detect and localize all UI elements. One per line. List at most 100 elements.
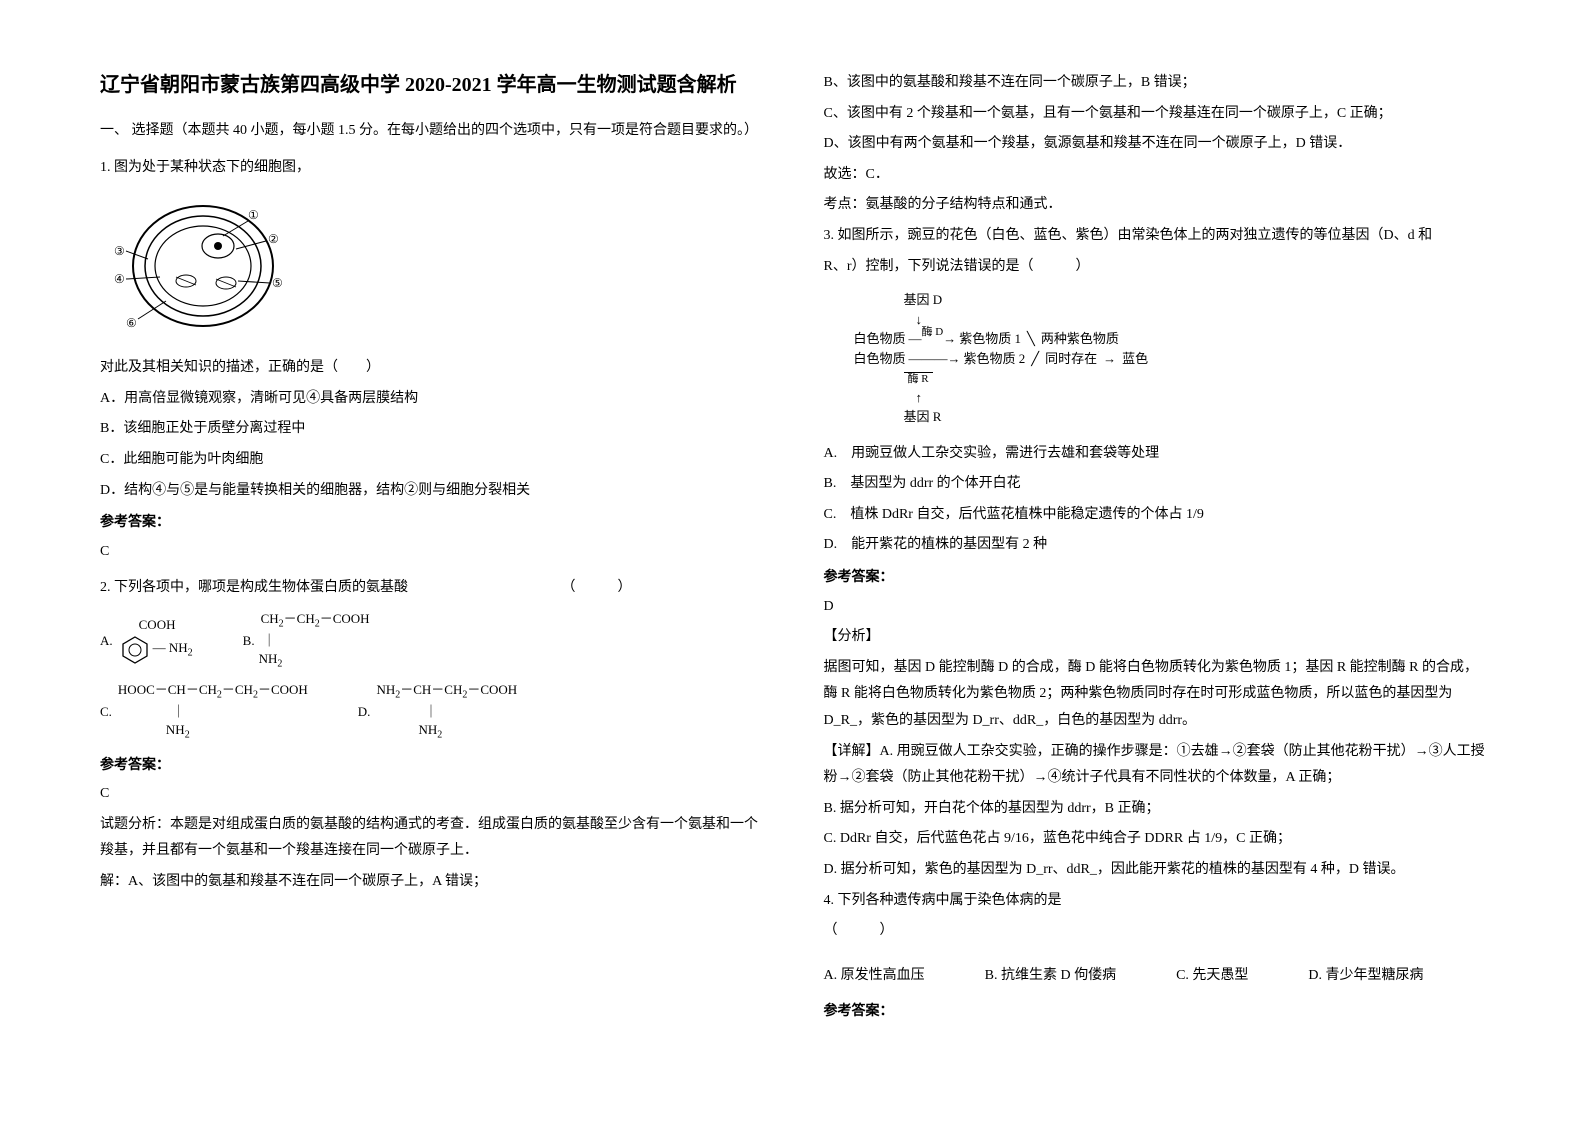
q2-blank: （ ） xyxy=(562,580,632,595)
q2-answer: C xyxy=(100,781,764,808)
q3-detailC: C. DdRr 自交，后代蓝色花占 9/16，蓝色花中纯合子 DDRR 占 1/… xyxy=(824,826,1488,853)
chem-b-nh2: NH2 xyxy=(259,650,370,672)
q2-analysis2: 解：A、该图中的氨基和羧基不连在同一个碳原子上，A 错误； xyxy=(100,869,764,896)
flow-arr1: —酶 D→ xyxy=(909,329,957,349)
q3-detailB: B. 据分析可知，开白花个体的基因型为 ddrr，B 正确； xyxy=(824,796,1488,823)
chem-opt-a: A. COOH — NH2 xyxy=(100,616,193,666)
q1-answer-label: 参考答案： xyxy=(100,510,764,537)
flow-row2: 白色物质 ———→ 紫色物质 2 ╱ 同时存在 → 蓝色 xyxy=(854,349,1488,369)
flow-enzR-row: 酶 R xyxy=(904,368,1488,388)
q1-answer: C xyxy=(100,539,764,566)
flow-white2: 白色物质 xyxy=(854,349,906,369)
chem-b-bond: ｜ xyxy=(263,632,370,650)
q4-optC: C. 先天愚型 xyxy=(1176,963,1248,990)
cell-label-5: ⑤ xyxy=(272,276,283,290)
page-container: 辽宁省朝阳市蒙古族第四高级中学 2020-2021 学年高一生物测试题含解析 一… xyxy=(100,70,1487,1052)
flow-brace-bot: ╱ xyxy=(1031,349,1039,369)
chem-label-c: C. xyxy=(100,703,112,721)
q4-optB: B. 抗维生素 D 佝偻病 xyxy=(985,963,1116,990)
cell-label-2: ② xyxy=(268,232,279,246)
q2-answer-label: 参考答案： xyxy=(100,753,764,780)
cell-label-3: ③ xyxy=(114,244,125,258)
q4-blank: （ ） xyxy=(824,918,1488,945)
q3-answer-label: 参考答案： xyxy=(824,565,1488,592)
chem-label-d: D. xyxy=(358,703,371,721)
chem-b-line1: CH2－CH2－COOH xyxy=(261,610,370,632)
chem-d-bond: ｜ xyxy=(424,703,517,721)
chem-opt-d: D. NH2－CH－CH2－COOH ｜ NH2 xyxy=(358,681,517,742)
flow-brace-top: ╲ xyxy=(1027,329,1035,349)
document-title: 辽宁省朝阳市蒙古族第四高级中学 2020-2021 学年高一生物测试题含解析 xyxy=(100,70,764,100)
q3-detail: 【详解】A. 用豌豆做人工杂交实验，正确的操作步骤是：①去雄→②套袋（防止其他花… xyxy=(824,739,1488,792)
q4-answer-label: 参考答案： xyxy=(824,999,1488,1026)
chem-row-cd: C. HOOC－CH－CH2－CH2－COOH ｜ NH2 D. NH2－CH－… xyxy=(100,681,764,742)
col2-point: 考点：氨基酸的分子结构特点和通式． xyxy=(824,192,1488,219)
q3-answer: D xyxy=(824,594,1488,621)
q3-stem2: R、r）控制，下列说法错误的是（ ） xyxy=(824,254,1488,281)
q4-choices: A. 原发性高血压 B. 抗维生素 D 佝偻病 C. 先天愚型 D. 青少年型糖… xyxy=(824,963,1488,990)
q1-stem: 1. 图为处于某种状态下的细胞图， xyxy=(100,155,764,182)
q1-optD: D．结构④与⑤是与能量转换相关的细胞器，结构②则与细胞分裂相关 xyxy=(100,478,764,505)
chem-c-nh2: NH2 xyxy=(166,721,308,743)
q4-stem: 4. 下列各种遗传病中属于染色体病的是 xyxy=(824,888,1488,915)
benzene-icon xyxy=(119,634,151,666)
q4-optD: D. 青少年型糖尿病 xyxy=(1308,963,1423,990)
q1-post-img: 对此及其相关知识的描述，正确的是（ ） xyxy=(100,355,764,382)
right-column: B、该图中的氨基酸和羧基不连在同一个碳原子上，B 错误； C、该图中有 2 个羧… xyxy=(824,70,1488,1052)
cell-label-6: ⑥ xyxy=(126,316,137,330)
q3-optD: D. 能开紫花的植株的基因型有 2 种 xyxy=(824,532,1488,559)
q3-detail-h: 【详解】 xyxy=(824,744,880,759)
q2-stem: 2. 下列各项中，哪项是构成生物体蛋白质的氨基酸 （ ） xyxy=(100,575,764,602)
section-heading-text: 一、 选择题（本题共 40 小题，每小题 1.5 分。在每小题给出的四个选项中，… xyxy=(100,123,758,138)
q3-analysis-h: 【分析】 xyxy=(824,624,1488,651)
chem-a-nh2: — NH2 xyxy=(153,639,193,661)
col2-conclusion: 故选：C． xyxy=(824,162,1488,189)
chem-d-line1: NH2－CH－CH2－COOH xyxy=(376,681,517,703)
q3-optB: B. 基因型为 ddrr 的个体开白花 xyxy=(824,471,1488,498)
q2-stem-text: 2. 下列各项中，哪项是构成生物体蛋白质的氨基酸 xyxy=(100,580,408,595)
flow-arrow-down1: ↓ xyxy=(916,310,1488,330)
col2-lineB: B、该图中的氨基酸和羧基不连在同一个碳原子上，B 错误； xyxy=(824,70,1488,97)
cell-diagram: ① ② ③ ④ ⑤ ⑥ xyxy=(108,191,288,341)
cell-label-4: ④ xyxy=(114,272,125,286)
chem-opt-b: B. CH2－CH2－COOH ｜ NH2 xyxy=(243,610,370,671)
q3-analysis1: 据图可知，基因 D 能控制酶 D 的合成，酶 D 能将白色物质转化为紫色物质 1… xyxy=(824,655,1488,735)
flow-arr3: → xyxy=(1103,349,1116,369)
flow-enzR: 酶 R xyxy=(904,372,933,385)
left-column: 辽宁省朝阳市蒙古族第四高级中学 2020-2021 学年高一生物测试题含解析 一… xyxy=(100,70,764,1052)
flow-geneR: 基因 R xyxy=(904,407,1488,427)
chem-label-b: B. xyxy=(243,632,255,650)
col2-lineD: D、该图中有两个氨基和一个羧基，氨源氨基和羧基不连在同一个碳原子上，D 错误． xyxy=(824,131,1488,158)
q3-stem1: 3. 如图所示，豌豆的花色（白色、蓝色、紫色）由常染色体上的两对独立遗传的等位基… xyxy=(824,223,1488,250)
flow-arr2: ———→ xyxy=(909,349,961,369)
q1-optA: A．用高倍显微镜观察，清晰可见④具备两层膜结构 xyxy=(100,386,764,413)
chem-c-bond: ｜ xyxy=(172,703,308,721)
q3-optA: A. 用豌豆做人工杂交实验，需进行去雄和套袋等处理 xyxy=(824,441,1488,468)
flow-two-purple: 两种紫色物质 xyxy=(1041,329,1119,349)
flow-purple1: 紫色物质 1 xyxy=(959,329,1021,349)
flow-purple2: 紫色物质 2 xyxy=(964,349,1026,369)
chem-d-nh2: NH2 xyxy=(418,721,517,743)
chem-opt-c: C. HOOC－CH－CH2－CH2－COOH ｜ NH2 xyxy=(100,681,308,742)
flow-arrow-up: ↑ xyxy=(916,388,1488,408)
col2-lineC: C、该图中有 2 个羧基和一个氨基，且有一个氨基和一个羧基连在同一个碳原子上，C… xyxy=(824,101,1488,128)
q2-analysis1: 试题分析：本题是对组成蛋白质的氨基酸的结构通式的考查．组成蛋白质的氨基酸至少含有… xyxy=(100,812,764,865)
chem-c-line1: HOOC－CH－CH2－CH2－COOH xyxy=(118,681,308,703)
chem-label-a: A. xyxy=(100,632,113,650)
cell-svg: ① ② ③ ④ ⑤ ⑥ xyxy=(108,191,288,341)
flow-together: 同时存在 xyxy=(1045,349,1097,369)
chem-row-ab: A. COOH — NH2 B. xyxy=(100,610,764,671)
section-heading: 一、 选择题（本题共 40 小题，每小题 1.5 分。在每小题给出的四个选项中，… xyxy=(100,118,764,145)
q3-detailD: D. 据分析可知，紫色的基因型为 D_rr、ddR_，因此能开紫花的植株的基因型… xyxy=(824,857,1488,884)
flow-geneD: 基因 D xyxy=(904,290,1488,310)
flow-blue: 蓝色 xyxy=(1122,349,1148,369)
flow-row1: 白色物质 —酶 D→ 紫色物质 1 ╲ 两种紫色物质 xyxy=(854,329,1488,349)
q4-optA: A. 原发性高血压 xyxy=(824,963,925,990)
q3-optC: C. 植株 DdRr 自交，后代蓝花植株中能稳定遗传的个体占 1/9 xyxy=(824,502,1488,529)
q3-detailA: A. 用豌豆做人工杂交实验，正确的操作步骤是：①去雄→②套袋（防止其他花粉干扰）… xyxy=(824,744,1485,786)
q1-optB: B．该细胞正处于质壁分离过程中 xyxy=(100,416,764,443)
cell-label-1: ① xyxy=(248,208,259,222)
q1-optC: C．此细胞可能为叶肉细胞 xyxy=(100,447,764,474)
flow-white1: 白色物质 xyxy=(854,329,906,349)
flow-diagram: 基因 D ↓ 白色物质 —酶 D→ 紫色物质 1 ╲ 两种紫色物质 白色物质 —… xyxy=(854,290,1488,427)
